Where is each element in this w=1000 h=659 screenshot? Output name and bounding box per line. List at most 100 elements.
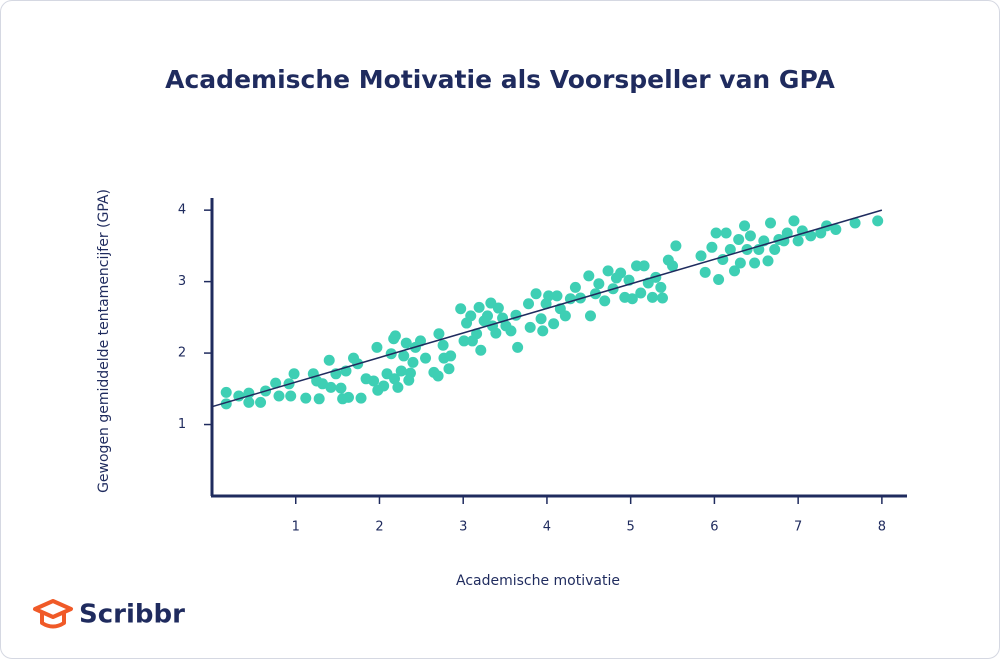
point	[631, 260, 643, 272]
x-tick-label: 6	[710, 520, 718, 535]
point	[243, 396, 255, 408]
point	[492, 302, 504, 314]
point	[389, 330, 401, 342]
point	[720, 227, 732, 239]
y-axis-label: Gewogen gemiddelde tentamencijfer (GPA)	[96, 189, 112, 493]
point	[543, 290, 555, 302]
point	[458, 335, 470, 347]
point	[389, 373, 401, 385]
point	[288, 368, 300, 380]
point	[443, 363, 455, 375]
point	[724, 243, 736, 255]
point	[415, 335, 426, 347]
point	[455, 303, 467, 315]
point	[781, 227, 793, 239]
point	[378, 380, 390, 392]
point	[564, 293, 576, 305]
point	[695, 250, 707, 262]
point	[749, 257, 761, 269]
point	[313, 393, 325, 405]
point	[524, 321, 536, 333]
point	[849, 217, 861, 229]
point	[490, 327, 502, 339]
logo	[33, 599, 73, 629]
y-tick-label: 4	[178, 203, 186, 218]
brand-name: Scribbr	[79, 600, 185, 630]
point	[599, 295, 611, 307]
point	[551, 290, 563, 302]
point	[710, 227, 722, 239]
point	[744, 230, 756, 242]
point	[243, 387, 255, 399]
y-tick-label: 3	[178, 274, 186, 289]
point	[656, 292, 668, 304]
x-axis-label: Academische motivatie	[456, 573, 620, 589]
point	[615, 267, 627, 279]
point	[602, 265, 614, 277]
x-tick-label: 7	[794, 520, 802, 535]
point	[729, 265, 741, 277]
point	[395, 365, 407, 377]
x-tick-label: 3	[459, 520, 467, 535]
point	[407, 356, 419, 368]
point	[788, 215, 800, 227]
point	[437, 339, 449, 351]
point	[433, 328, 445, 340]
point	[642, 277, 654, 289]
point	[670, 240, 682, 252]
point	[739, 220, 751, 232]
point	[650, 271, 662, 283]
y-tick-label: 1	[178, 417, 186, 432]
point	[559, 310, 571, 322]
point	[667, 260, 679, 272]
point	[317, 378, 329, 390]
point	[371, 341, 383, 353]
point	[473, 301, 485, 313]
point	[335, 382, 347, 394]
point	[593, 278, 605, 290]
point	[404, 367, 416, 379]
x-tick-label: 8	[878, 520, 886, 535]
point	[584, 310, 596, 322]
x-tick-label: 5	[627, 520, 635, 535]
point	[548, 318, 560, 330]
point	[655, 281, 667, 293]
point	[273, 390, 285, 402]
point	[400, 337, 412, 349]
point	[734, 257, 746, 269]
point	[583, 270, 595, 282]
point	[523, 298, 535, 310]
point	[512, 341, 524, 353]
point	[285, 390, 297, 402]
point	[713, 273, 725, 285]
point	[530, 288, 542, 300]
point	[762, 255, 774, 267]
point	[626, 293, 638, 305]
point	[300, 392, 312, 404]
point	[323, 354, 335, 366]
point	[342, 391, 354, 403]
point	[792, 235, 804, 247]
point	[765, 217, 777, 229]
point	[535, 313, 547, 325]
point	[769, 243, 781, 255]
point	[465, 310, 477, 322]
x-tick-label: 1	[292, 520, 300, 535]
point	[505, 325, 517, 337]
x-tick-label: 4	[543, 520, 551, 535]
point	[445, 350, 457, 362]
point	[638, 260, 650, 272]
point	[830, 223, 842, 235]
point	[420, 352, 432, 364]
point	[255, 396, 267, 408]
point	[569, 281, 581, 293]
chart-title: Academische Motivatie als Voorspeller va…	[165, 65, 835, 94]
point	[733, 233, 745, 245]
point	[398, 350, 410, 362]
x-tick-label: 2	[375, 520, 383, 535]
point	[537, 325, 549, 337]
point	[481, 310, 493, 322]
point	[368, 375, 380, 387]
